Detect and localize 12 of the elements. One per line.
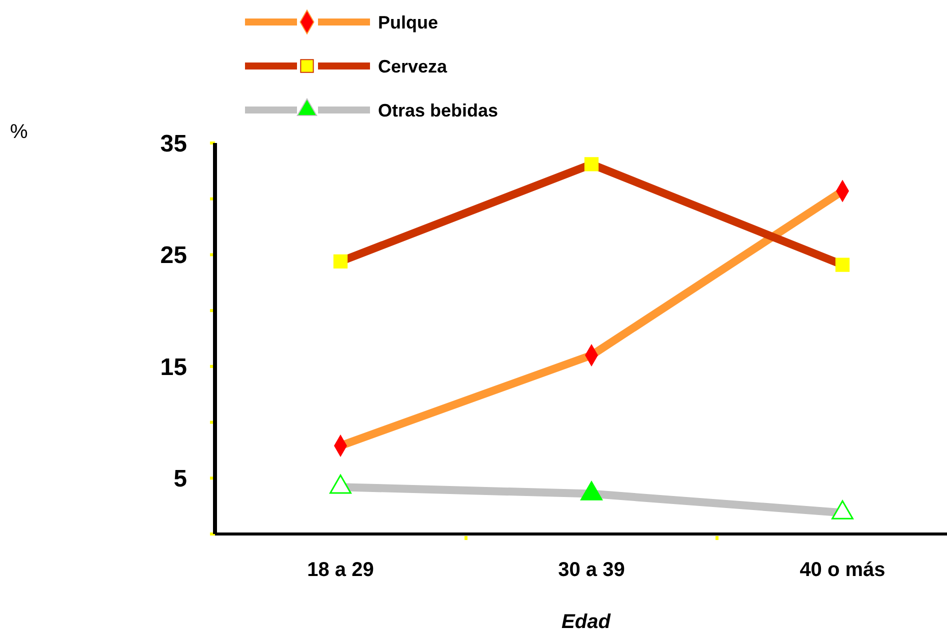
y-tick-label: 15	[160, 354, 187, 381]
x-axis-title: Edad	[562, 611, 612, 633]
legend-label: Cerveza	[378, 56, 448, 76]
legend-label: Pulque	[378, 12, 438, 32]
legend-label: Otras bebidas	[378, 100, 498, 120]
x-tick-label: 18 a 29	[307, 559, 374, 581]
y-tick-label: 35	[160, 130, 187, 158]
y-tick-label: 25	[160, 242, 187, 270]
x-tick-label: 30 a 39	[558, 559, 625, 581]
x-tick-label: 40 o más	[800, 559, 886, 581]
text: %	[10, 121, 28, 143]
y-tick-label: 5	[174, 466, 187, 493]
